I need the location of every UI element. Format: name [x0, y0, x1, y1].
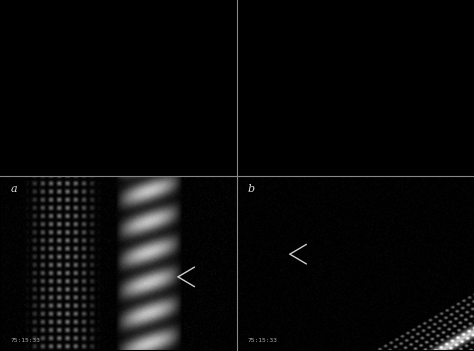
- Text: 75:15:33: 75:15:33: [247, 338, 277, 343]
- Text: b: b: [247, 184, 255, 194]
- Text: 75:15:33: 75:15:33: [10, 338, 40, 343]
- Text: a: a: [10, 184, 17, 194]
